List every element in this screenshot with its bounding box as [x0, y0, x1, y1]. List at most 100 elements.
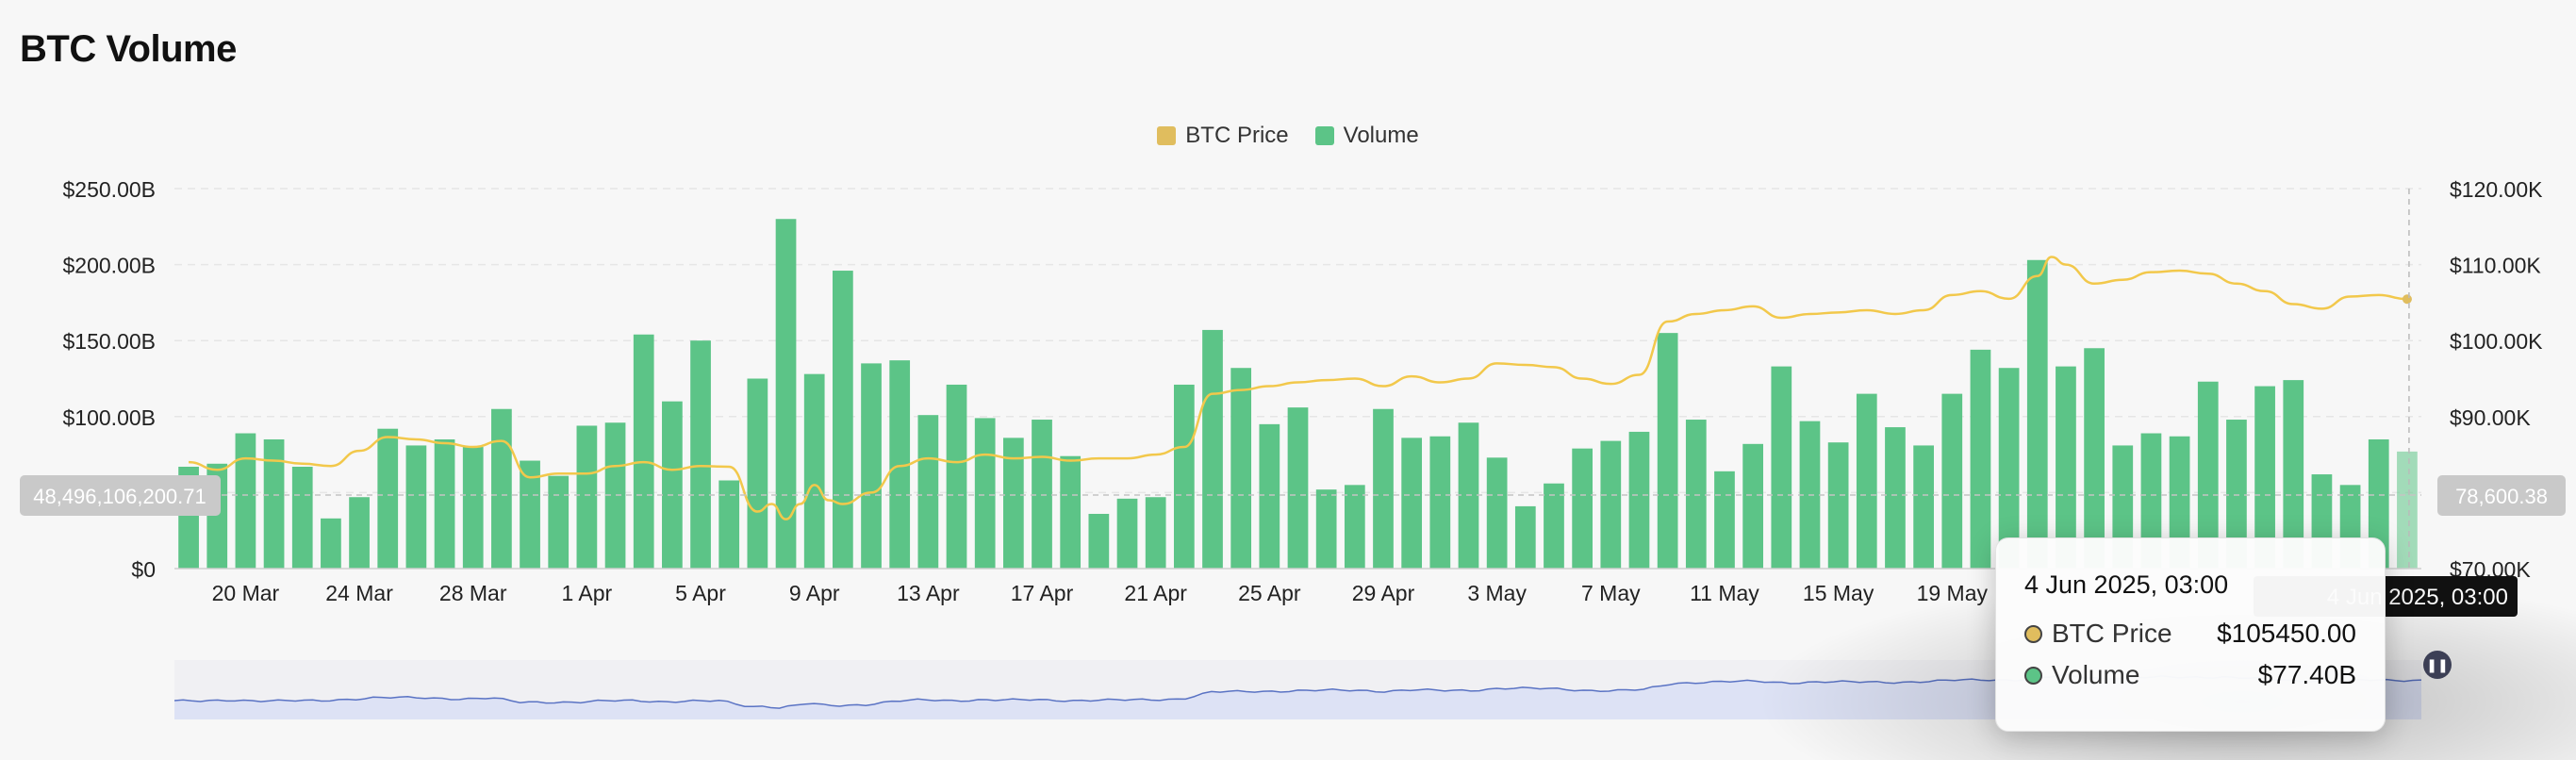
- volume-bar: [1373, 408, 1394, 569]
- volume-bar: [1885, 427, 1906, 569]
- tooltip-dot-volume: [2024, 666, 2042, 685]
- volume-bar: [1827, 442, 1849, 569]
- volume-bar: [1771, 366, 1792, 569]
- y-left-tick-label: $100.00B: [63, 405, 156, 430]
- volume-bar: [1657, 333, 1678, 569]
- legend-swatch-btc-price: [1157, 126, 1177, 145]
- tooltip-value-btc-price: $105450.00: [2217, 619, 2356, 648]
- volume-bar: [1970, 349, 1991, 569]
- volume-bar: [1429, 436, 1451, 569]
- crosshair-right-value: 78,600.38: [2455, 485, 2548, 508]
- tooltip-label-btc-price: BTC Price: [2052, 619, 2172, 648]
- x-tick-label: 20 Mar: [212, 581, 280, 605]
- volume-bar: [861, 363, 882, 569]
- x-tick-label: 11 May: [1690, 581, 1759, 605]
- tooltip-label-volume: Volume: [2052, 660, 2140, 689]
- legend-item-btc-price[interactable]: BTC Price: [1157, 123, 1289, 149]
- volume-bar: [405, 445, 427, 569]
- volume-bar: [1032, 420, 1052, 569]
- y-right-tick-label: $110.00K: [2450, 254, 2541, 278]
- volume-bar: [1856, 393, 1877, 569]
- volume-bar: [1088, 513, 1110, 569]
- pause-button[interactable]: ❚❚: [2423, 651, 2452, 679]
- volume-bar: [1116, 498, 1138, 569]
- volume-bar: [1458, 422, 1479, 569]
- volume-bar: [206, 463, 228, 569]
- legend-swatch-volume: [1314, 126, 1334, 145]
- y-right-tick-label: $90.00K: [2450, 405, 2531, 430]
- volume-bar: [291, 466, 313, 569]
- volume-bar: [803, 373, 825, 569]
- y-left-tick-label: $250.00B: [63, 177, 156, 202]
- chart-legend: BTC Price Volume: [0, 123, 2576, 149]
- x-tick-label: 9 Apr: [789, 581, 840, 605]
- tooltip-row-btc-price: BTC Price $105450.00: [2024, 617, 2356, 651]
- volume-bar: [321, 518, 341, 569]
- x-tick-label: 24 Mar: [325, 581, 393, 605]
- volume-bar: [946, 384, 967, 569]
- volume-bar: [1628, 431, 1650, 569]
- y-left-tick-label: $200.00B: [63, 254, 156, 278]
- y-right-tick-label: $100.00K: [2450, 329, 2543, 354]
- volume-bar: [1344, 485, 1365, 569]
- y-left-tick-label: $50.00B: [74, 481, 156, 505]
- volume-bar: [548, 475, 570, 569]
- volume-bar: [718, 480, 740, 569]
- x-tick-label: 17 Apr: [1011, 581, 1074, 605]
- volume-bar: [178, 466, 199, 569]
- x-tick-label: 5 Apr: [675, 581, 726, 605]
- volume-bar: [1401, 438, 1423, 569]
- volume-bar: [1173, 384, 1195, 569]
- volume-bar: [434, 438, 455, 569]
- volume-bar: [1315, 489, 1337, 569]
- volume-bar: [2397, 451, 2418, 569]
- volume-bar: [1799, 421, 1821, 569]
- volume-bar: [775, 219, 797, 570]
- volume-bar: [1060, 455, 1082, 569]
- volume-bar: [263, 438, 285, 569]
- tooltip-title: 4 Jun 2025, 03:00: [2024, 570, 2229, 599]
- volume-bar: [235, 433, 256, 569]
- price-marker: [2402, 294, 2412, 305]
- volume-bar: [1714, 471, 1735, 569]
- volume-bar: [2026, 259, 2048, 569]
- volume-bar: [2084, 348, 2105, 569]
- volume-bar: [1259, 423, 1280, 569]
- volume-bar: [1230, 368, 1252, 569]
- x-tick-label: 7 May: [1581, 581, 1641, 605]
- volume-bar: [833, 271, 853, 569]
- crosshair-left-value: 48,496,106,200.71: [33, 485, 206, 508]
- volume-bar: [1742, 443, 1763, 569]
- volume-bar: [1145, 497, 1166, 569]
- y-right-tick-label: $120.00K: [2450, 177, 2543, 202]
- x-tick-label: 13 Apr: [897, 581, 960, 605]
- volume-bar: [1287, 407, 1309, 569]
- x-tick-label: 25 Apr: [1238, 581, 1301, 605]
- tooltip-value-volume: $77.40B: [2257, 660, 2356, 689]
- legend-item-volume[interactable]: Volume: [1314, 123, 1419, 149]
- volume-bar: [1002, 438, 1024, 569]
- volume-bar: [491, 408, 512, 569]
- x-tick-label: 19 May: [1917, 581, 1989, 605]
- volume-bar: [1685, 420, 1707, 569]
- volume-bar: [1600, 440, 1622, 569]
- volume-bar: [1572, 448, 1593, 569]
- volume-bar: [1514, 505, 1536, 569]
- volume-bar: [604, 422, 626, 569]
- page-title: BTC Volume: [20, 28, 237, 70]
- volume-bar: [462, 447, 484, 569]
- volume-bar: [917, 415, 939, 569]
- x-tick-label: 28 Mar: [439, 581, 507, 605]
- volume-bar: [1941, 393, 1963, 569]
- x-tick-label: 1 Apr: [562, 581, 613, 605]
- volume-bar: [633, 334, 654, 569]
- volume-bar: [1913, 445, 1934, 569]
- volume-bar: [1544, 483, 1564, 569]
- legend-label-btc-price: BTC Price: [1185, 123, 1289, 148]
- volume-bar: [349, 497, 370, 569]
- price-line: [189, 256, 2407, 520]
- tooltip-dot-btc-price: [2024, 624, 2042, 643]
- volume-bar: [1486, 457, 1508, 569]
- volume-bar: [747, 378, 768, 569]
